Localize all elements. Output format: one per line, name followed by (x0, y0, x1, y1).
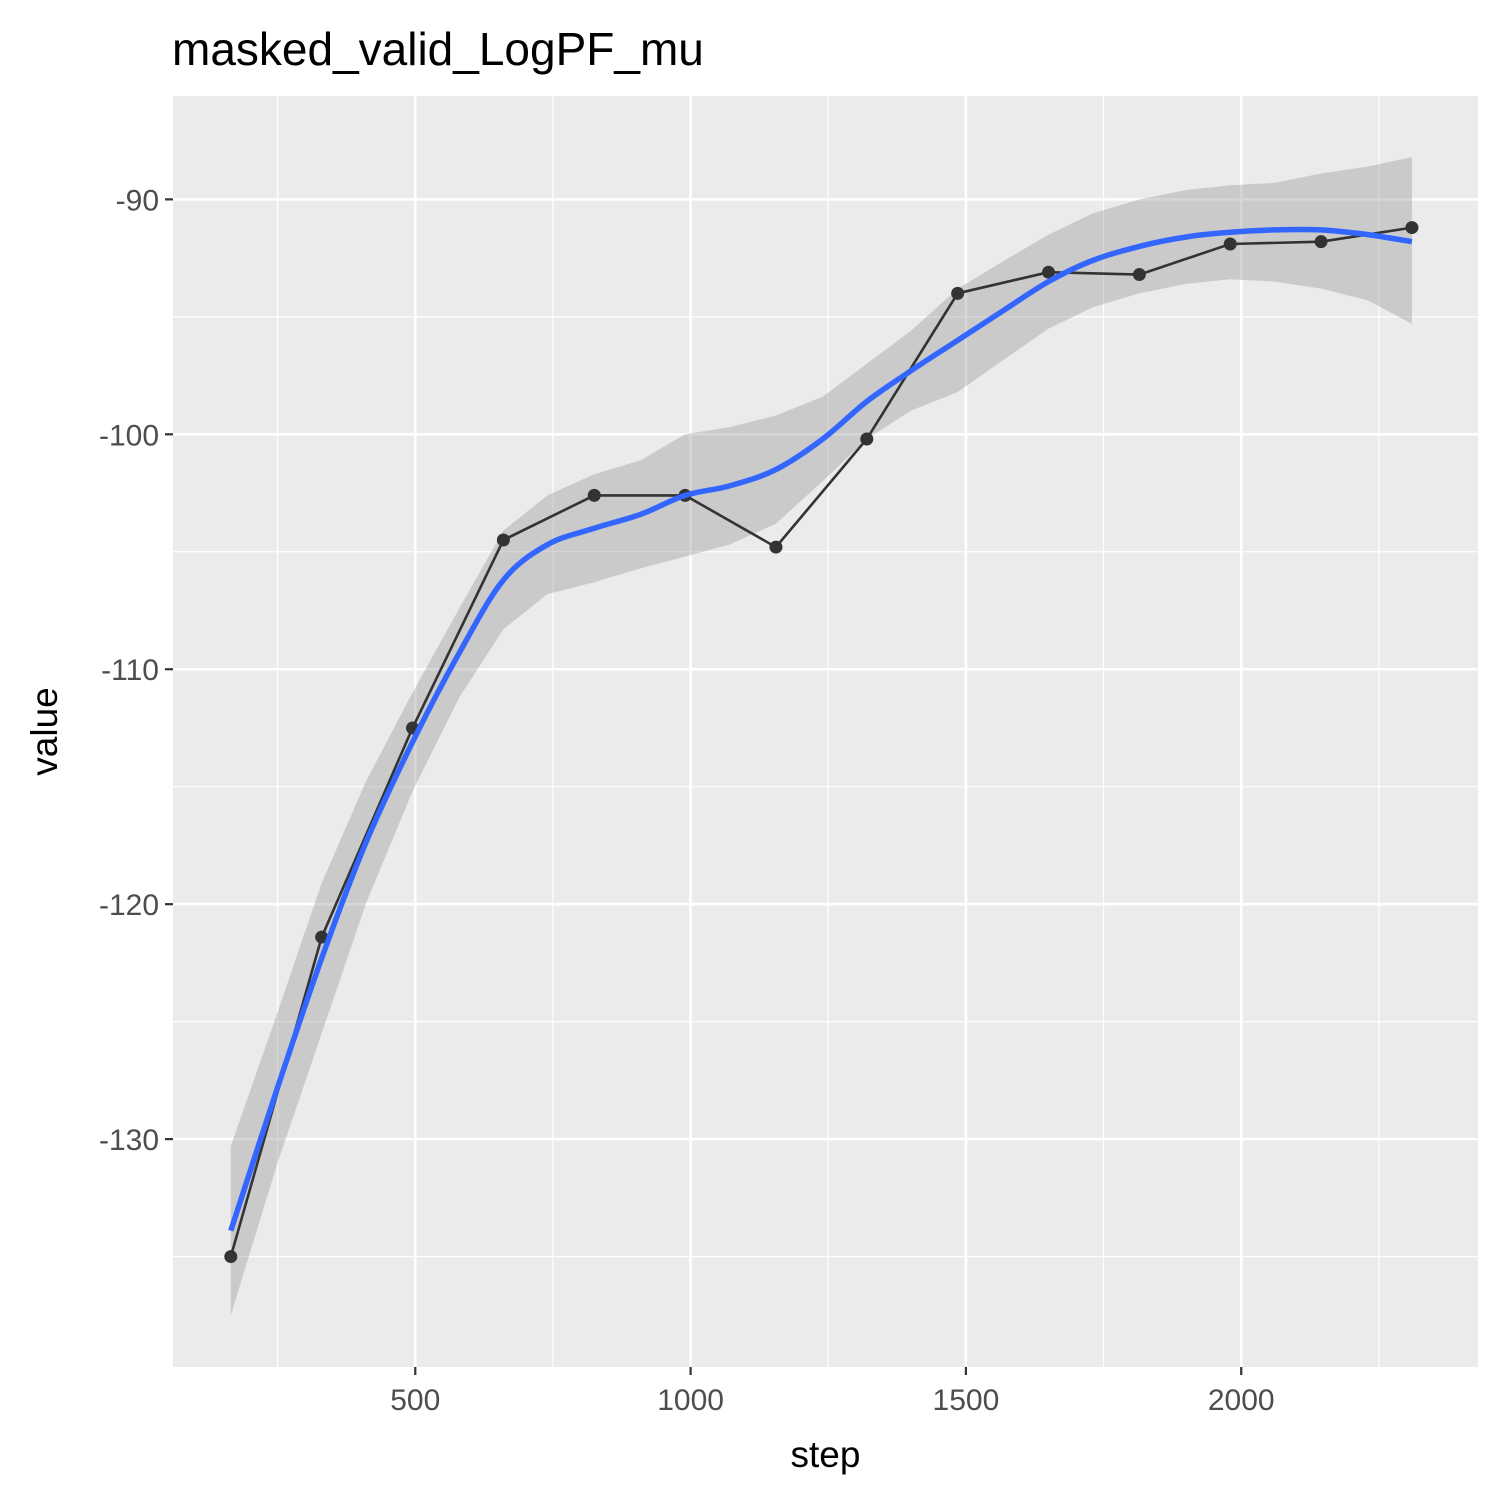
data-point-layer (224, 221, 1419, 1264)
x-tick-label: 1000 (657, 1384, 724, 1417)
x-tick-label: 500 (390, 1384, 440, 1417)
y-tick-label: -110 (101, 654, 159, 687)
data-point (587, 488, 601, 502)
y-tick-label: -90 (116, 184, 159, 217)
data-point (1223, 237, 1237, 251)
data-line-layer (229, 226, 1413, 1257)
y-tick-label: -100 (99, 419, 159, 452)
x-tick-label: 2000 (1208, 1384, 1275, 1417)
chart-title: masked_valid_LogPF_mu (172, 23, 704, 75)
confidence-band (230, 157, 1412, 1316)
data-line (229, 226, 1413, 1257)
confidence-band-layer (230, 157, 1412, 1316)
data-point (496, 533, 510, 547)
smooth-line-layer (228, 226, 1413, 1232)
y-tick-label: -120 (99, 889, 159, 922)
y-axis-ticks: -130 -120 -110 -100 -90 (99, 184, 173, 1157)
smooth-line (228, 226, 1413, 1232)
data-point (1042, 265, 1056, 279)
data-point (951, 286, 965, 300)
data-point (769, 540, 783, 554)
data-point (1405, 221, 1419, 235)
data-point (1314, 235, 1328, 249)
data-point (224, 1250, 238, 1264)
data-point (315, 930, 329, 944)
plot-panel-background (173, 96, 1478, 1367)
data-point (860, 432, 874, 446)
y-tick-label: -130 (99, 1124, 159, 1157)
y-axis-title: value (24, 687, 65, 775)
x-tick-label: 1500 (933, 1384, 1000, 1417)
x-axis-ticks: 500 1000 1500 2000 (390, 1367, 1275, 1417)
x-axis-title: step (791, 1434, 861, 1475)
data-point (1132, 268, 1146, 282)
